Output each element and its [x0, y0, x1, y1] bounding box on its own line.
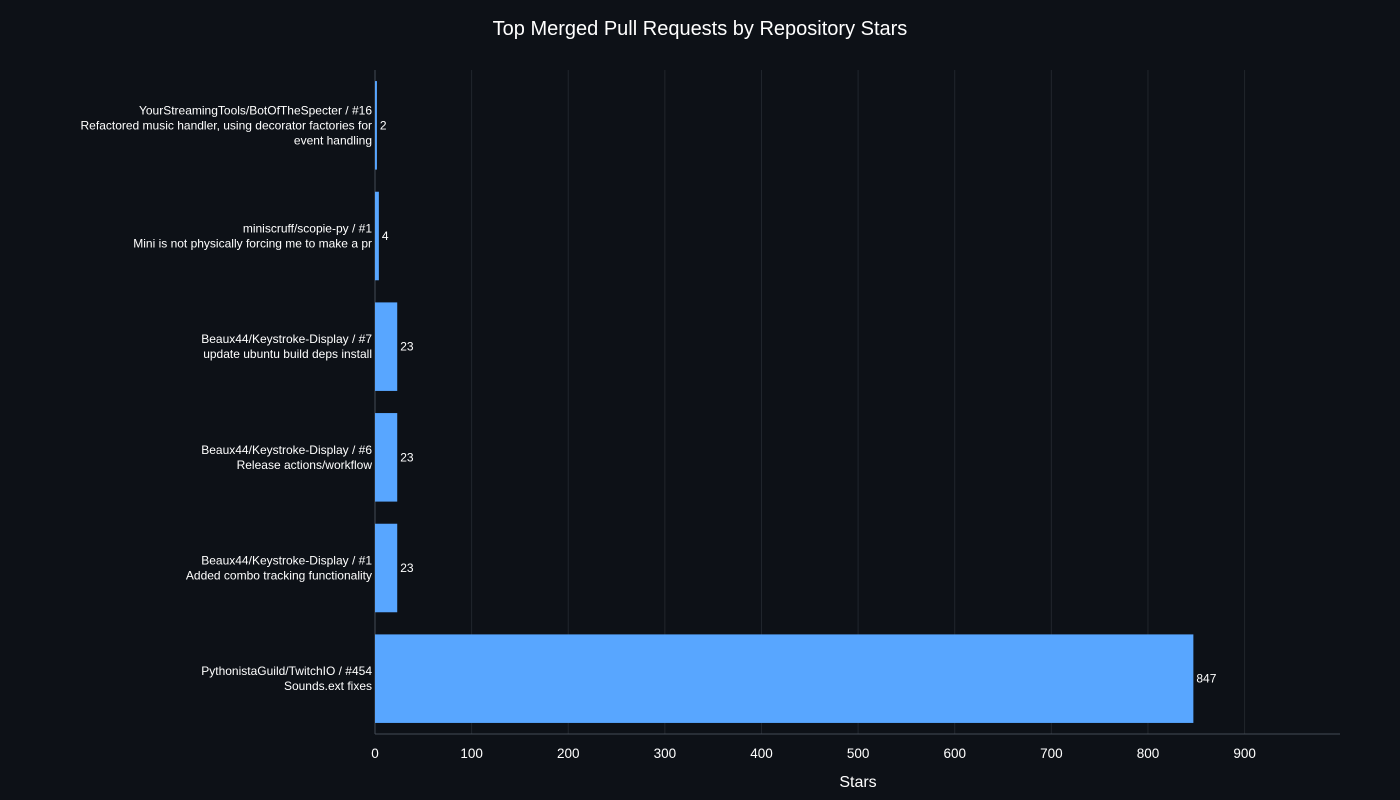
- chart-title: Top Merged Pull Requests by Repository S…: [493, 18, 908, 40]
- x-tick-label: 500: [847, 746, 870, 761]
- category-label: Beaux44/Keystroke-Display / #7 update ubu…: [201, 332, 372, 361]
- category-label-line: Mini is not physically forcing me to mak…: [133, 237, 372, 251]
- x-tick-labels: 0 100 200 300 400 500 600 700 800 900: [371, 746, 1256, 761]
- bar-value-label: 4: [382, 229, 389, 243]
- x-tick-label: 100: [460, 746, 483, 761]
- bar-value-label: 847: [1196, 672, 1216, 686]
- bar-value-label: 23: [400, 450, 414, 464]
- bar-value-label: 23: [400, 340, 414, 354]
- bar: [375, 634, 1194, 723]
- category-label-line: Beaux44/Keystroke-Display / #7: [201, 332, 372, 346]
- x-tick-label: 900: [1233, 746, 1256, 761]
- category-label-line: update ubuntu build deps install: [203, 347, 372, 361]
- bars: [375, 81, 1194, 723]
- bar: [375, 523, 398, 613]
- category-label-line: miniscruff/scopie-py / #1: [243, 222, 372, 236]
- x-tick-label: 800: [1137, 746, 1160, 761]
- category-label: Beaux44/Keystroke-Display / #1 Added comb…: [186, 554, 372, 583]
- bar: [375, 302, 398, 391]
- x-tick-label: 300: [654, 746, 677, 761]
- category-label-line: Refactored music handler, using decorato…: [81, 118, 372, 132]
- grid-lines: [374, 70, 1246, 734]
- category-label: PythonistaGuild/TwitchIO / #454 Sounds.ex…: [201, 664, 372, 693]
- bar: [375, 413, 398, 502]
- category-label: miniscruff/scopie-py / #1 Mini is not phy…: [133, 222, 372, 251]
- x-tick-label: 700: [1040, 746, 1063, 761]
- category-label-line: PythonistaGuild/TwitchIO / #454: [201, 664, 372, 678]
- value-labels: 2 4 23 23 23 847: [380, 118, 1217, 685]
- x-tick-label: 400: [750, 746, 773, 761]
- x-tick-label: 200: [557, 746, 580, 761]
- bar-value-label: 23: [400, 561, 414, 575]
- category-label-line: Release actions/workflow: [237, 458, 373, 472]
- x-axis-title: Stars: [839, 774, 876, 791]
- bar: [375, 81, 377, 170]
- x-tick-label: 600: [943, 746, 966, 761]
- category-label: YourStreamingTools/BotOfTheSpecter / #16…: [81, 103, 373, 147]
- category-labels: YourStreamingTools/BotOfTheSpecter / #16…: [81, 103, 373, 693]
- category-label-line: Added combo tracking functionality: [186, 569, 372, 583]
- bar-value-label: 2: [380, 118, 387, 132]
- category-label-line: Sounds.ext fixes: [284, 679, 372, 693]
- x-tick-label: 0: [371, 746, 379, 761]
- category-label-line: event handling: [294, 133, 372, 147]
- category-label-line: YourStreamingTools/BotOfTheSpecter / #16: [139, 103, 372, 117]
- category-label: Beaux44/Keystroke-Display / #6 Release ac…: [201, 443, 372, 472]
- bar: [375, 191, 379, 281]
- category-label-line: Beaux44/Keystroke-Display / #6: [201, 443, 372, 457]
- category-label-line: Beaux44/Keystroke-Display / #1: [201, 554, 372, 568]
